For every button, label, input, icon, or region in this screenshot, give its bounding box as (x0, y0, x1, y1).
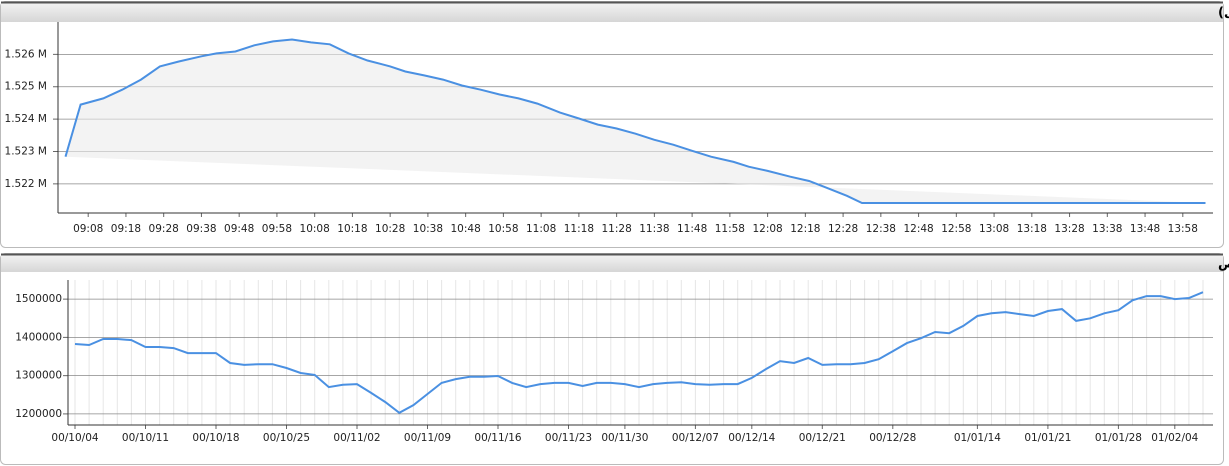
x-tick-label: 09:58 (262, 223, 292, 235)
x-tick-label: 09:18 (111, 223, 141, 235)
line (64, 38, 1206, 204)
x-tick-label: 13:08 (979, 223, 1009, 235)
panel-header (1, 254, 1223, 272)
x-tick-label: 01/01/28 (1095, 432, 1142, 444)
x-tick-label: 12:08 (752, 223, 782, 235)
y-tick-label: 1.525 M (5, 81, 47, 93)
x-tick-label: 12:38 (866, 223, 896, 235)
x-tick-label: 00/10/04 (51, 432, 98, 444)
panel-header (1, 2, 1223, 22)
x-tick-label: 00/12/28 (869, 432, 916, 444)
x-tick-label: 00/11/16 (474, 432, 521, 444)
x-tick-label: 09:38 (186, 223, 216, 235)
x-tick-label: 09:28 (149, 223, 179, 235)
y-tick-label: 1.524 M (5, 113, 47, 125)
x-tick-label: 00/12/07 (672, 432, 719, 444)
y-tick-label: 1.523 M (5, 145, 47, 157)
x-tick-label: 10:58 (488, 223, 518, 235)
x-tick-label: 00/11/30 (601, 432, 648, 444)
x-tick-label: 09:08 (73, 223, 103, 235)
x-tick-label: 13:38 (1092, 223, 1122, 235)
x-tick-label: 11:08 (526, 223, 556, 235)
x-tick-label: 00/12/21 (799, 432, 846, 444)
panel-title: شاخص کل (آخرین روز معاملاتی) (1218, 4, 1229, 21)
x-tick-label: 11:18 (564, 223, 594, 235)
x-tick-label: 11:28 (601, 223, 631, 235)
y-tick-label: 1.526 M (5, 48, 47, 60)
y-tick-label: 1500000 (15, 293, 62, 305)
x-tick-label: 11:48 (677, 223, 707, 235)
y-tick-label: 1400000 (15, 331, 62, 343)
x-tick-label: 00/11/02 (333, 432, 380, 444)
y-tick-label: 1300000 (15, 370, 62, 382)
x-tick-label: 00/10/18 (192, 432, 239, 444)
x-tick-label: 11:38 (639, 223, 669, 235)
x-tick-label: 00/10/11 (122, 432, 169, 444)
x-tick-label: 13:48 (1130, 223, 1160, 235)
x-tick-label: 01/01/14 (954, 432, 1001, 444)
y-tick-label: 1.522 M (5, 178, 47, 190)
x-tick-label: 10:28 (375, 223, 405, 235)
x-tick-label: 12:18 (790, 223, 820, 235)
panel-title: نمودار شاخص (1218, 257, 1229, 272)
x-tick-label: 09:48 (224, 223, 254, 235)
x-tick-label: 10:18 (337, 223, 367, 235)
x-tick-label: 13:28 (1054, 223, 1084, 235)
x-tick-label: 12:58 (941, 223, 971, 235)
x-tick-label: 01/02/04 (1151, 432, 1198, 444)
line (74, 291, 1204, 414)
x-tick-label: 10:08 (300, 223, 330, 235)
x-tick-label: 01/01/21 (1024, 432, 1071, 444)
area-fill (65, 39, 1206, 203)
x-tick-label: 00/11/23 (545, 432, 592, 444)
x-tick-label: 00/11/09 (404, 432, 451, 444)
x-tick-label: 11:58 (715, 223, 745, 235)
x-tick-label: 12:28 (828, 223, 858, 235)
x-tick-label: 13:18 (1017, 223, 1047, 235)
x-tick-label: 10:48 (451, 223, 481, 235)
x-tick-label: 12:48 (903, 223, 933, 235)
x-tick-label: 00/12/14 (728, 432, 775, 444)
x-tick-label: 13:58 (1168, 223, 1198, 235)
x-tick-label: 00/10/25 (263, 432, 310, 444)
y-tick-label: 1200000 (15, 408, 62, 420)
x-tick-label: 10:38 (413, 223, 443, 235)
